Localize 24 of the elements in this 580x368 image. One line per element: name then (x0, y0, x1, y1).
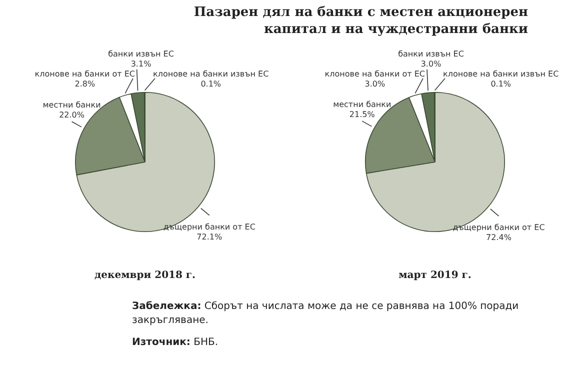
data-label: 3.1% (130, 59, 152, 68)
data-label: 21.5% (349, 110, 376, 120)
data-label: 3.0% (420, 59, 442, 68)
slice-label: местни банки (42, 100, 101, 110)
slice-label: банки извън ЕС (108, 49, 174, 58)
slice-label: клонове на банки извън ЕС (152, 69, 270, 78)
slice-label: банки извън ЕС (398, 49, 464, 58)
slice-label: клонове на банки от ЕС (34, 69, 136, 78)
data-label: 0.1% (490, 79, 512, 88)
slice-label: местни банки (333, 100, 392, 110)
data-label: 0.1% (200, 79, 222, 88)
text: Източник: БНБ. (132, 336, 220, 350)
text: Пазарен дял на банки с местен акционерен капитал и на чуждестранни банки (192, 4, 528, 38)
slice-label: клонове на банки от ЕС (324, 69, 426, 78)
text: март 2019 г. (398, 270, 472, 281)
data-label: 2.8% (74, 79, 96, 88)
text: Забележка: Сборът на числата може да не се равнява на 100% поради закръгляване. (132, 300, 520, 328)
slice-label: клонове на банки извън ЕС (442, 69, 560, 78)
data-label: 22.0% (59, 110, 85, 120)
data-label: 72.4% (486, 233, 512, 242)
data-label: 3.0% (364, 79, 386, 88)
data-label: 72.1% (196, 232, 222, 242)
text: декември 2018 г. (93, 270, 197, 281)
slice-label: дъщерни банки от ЕС (452, 223, 546, 232)
